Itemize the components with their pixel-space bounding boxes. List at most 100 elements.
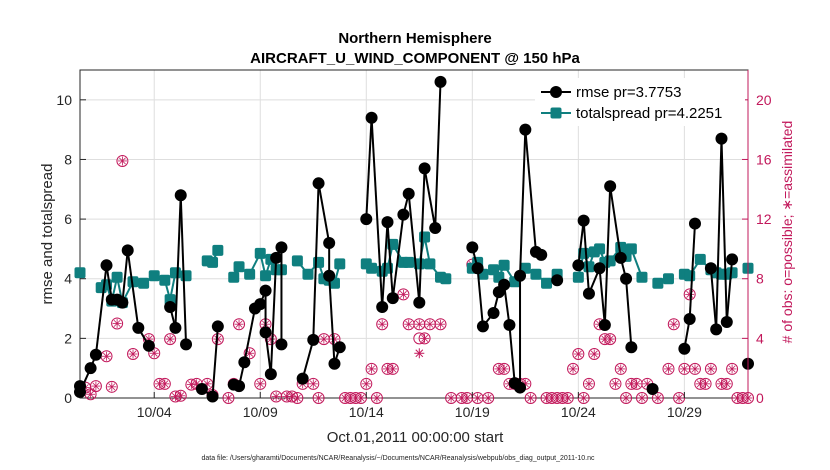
obs-possible-point [111, 317, 124, 330]
asterisk-stroke [675, 394, 683, 402]
asterisk-stroke [368, 365, 376, 373]
asterisk-stroke [341, 394, 349, 402]
rmse-segment [121, 250, 129, 303]
rmse-segment [179, 195, 188, 345]
rmse-segment [709, 268, 718, 330]
obs-assimilated-point [499, 364, 509, 374]
rmse-point [365, 111, 378, 124]
asterisk-stroke [654, 394, 662, 402]
obs-possible-point [482, 392, 495, 404]
asterisk-stroke [415, 349, 424, 358]
totalspread-point [594, 243, 606, 255]
obs-assimilated-point [377, 319, 387, 329]
obs-possible-point [704, 362, 717, 375]
totalspread-point [530, 268, 542, 280]
obs-assimilated-point [340, 393, 350, 403]
obs-assimilated-point [600, 334, 610, 344]
obs-possible-point [360, 377, 373, 390]
rmse-point [577, 214, 590, 227]
obs-assimilated-point [626, 379, 636, 389]
totalspread-point [424, 258, 436, 270]
totalspread-point [541, 277, 553, 289]
asterisk-stroke [718, 380, 725, 388]
totalspread-point [726, 267, 738, 279]
rmse-point [381, 216, 394, 229]
obs-possible-point [620, 392, 633, 404]
asterisk-stroke [484, 394, 492, 402]
asterisk-stroke [166, 335, 174, 343]
left-y-tick-label: 4 [64, 271, 72, 287]
obs-assimilated-point [685, 289, 695, 299]
rmse-point [376, 301, 389, 314]
totalspread-point [440, 273, 452, 285]
asterisk-stroke [246, 349, 254, 357]
obs-assimilated-point [112, 318, 122, 328]
rmse-segment [243, 308, 256, 363]
rmse-point [498, 278, 511, 291]
obs-possible-point [567, 362, 580, 375]
rmse-point [211, 320, 224, 333]
obs-possible-point [572, 348, 585, 361]
asterisk-stroke [118, 157, 126, 165]
obs-assimilated-point [404, 319, 414, 329]
obs-assimilated-point [308, 379, 318, 389]
right-y-tick-label: 0 [756, 390, 764, 406]
obs-assimilated-point [589, 349, 599, 359]
rmse-segment [174, 195, 182, 328]
totalspread-point [159, 274, 171, 286]
obs-possible-point [307, 377, 320, 390]
rmse-point [572, 259, 585, 272]
obs-assimilated-point [314, 393, 324, 403]
asterisk-stroke [691, 365, 699, 373]
asterisk-stroke [92, 382, 100, 390]
obs-assimilated-point [155, 379, 165, 389]
rmse-segment [582, 220, 590, 294]
asterisk-stroke [723, 380, 731, 388]
rmse-segment [126, 250, 140, 329]
rmse-point [704, 262, 717, 275]
obs-assimilated-point [663, 364, 673, 374]
rmse-segment [598, 268, 606, 326]
rmse-point [593, 262, 606, 275]
left-y-tick-label: 10 [56, 92, 72, 108]
right-y-tick-label: 12 [756, 211, 772, 227]
obs-possible-point [312, 392, 325, 404]
asterisk-stroke [574, 350, 582, 358]
obs-assimilated-point [446, 393, 456, 403]
rmse-point [683, 312, 696, 325]
rmse-point [503, 318, 516, 331]
rmse-point [466, 241, 479, 254]
asterisk-stroke [590, 350, 598, 358]
right-y-tick-label: 20 [756, 92, 772, 108]
asterisk-stroke [638, 394, 646, 402]
totalspread-point [244, 268, 256, 280]
obs-possible-point [222, 392, 235, 404]
left-y-tick-label: 8 [64, 151, 72, 167]
rmse-point [74, 386, 86, 399]
chart-title-line1: Northern Hemisphere [338, 30, 491, 47]
rmse-segment [211, 326, 219, 397]
asterisk-stroke [728, 365, 736, 373]
totalspread-point [148, 270, 160, 282]
asterisk-stroke [156, 380, 163, 388]
obs-assimilated-point [107, 382, 117, 392]
rmse-point [328, 357, 341, 370]
rmse-point [84, 362, 97, 375]
obs-assimilated-point [102, 351, 112, 361]
legend-rmse-label: rmse pr=3.7753 [576, 84, 681, 101]
obs-assimilated-point [91, 381, 101, 391]
rmse-point [434, 75, 447, 88]
rmse-point [720, 315, 733, 328]
obs-assimilated-point [117, 156, 127, 166]
asterisk-stroke [696, 380, 704, 388]
asterisk-stroke [611, 380, 619, 388]
rmse-segment [476, 268, 484, 327]
left-y-tick-label: 2 [64, 330, 72, 346]
x-tick-label: 10/09 [243, 404, 278, 420]
rmse-point [386, 292, 399, 305]
obs-assimilated-point [557, 393, 567, 403]
rmse-point [551, 274, 564, 287]
rmse-point [333, 341, 346, 354]
rmse-segment [407, 193, 421, 303]
obs-possible-point [524, 392, 537, 404]
